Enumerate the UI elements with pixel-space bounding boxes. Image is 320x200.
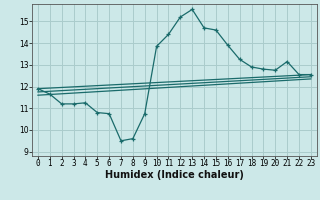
X-axis label: Humidex (Indice chaleur): Humidex (Indice chaleur): [105, 170, 244, 180]
